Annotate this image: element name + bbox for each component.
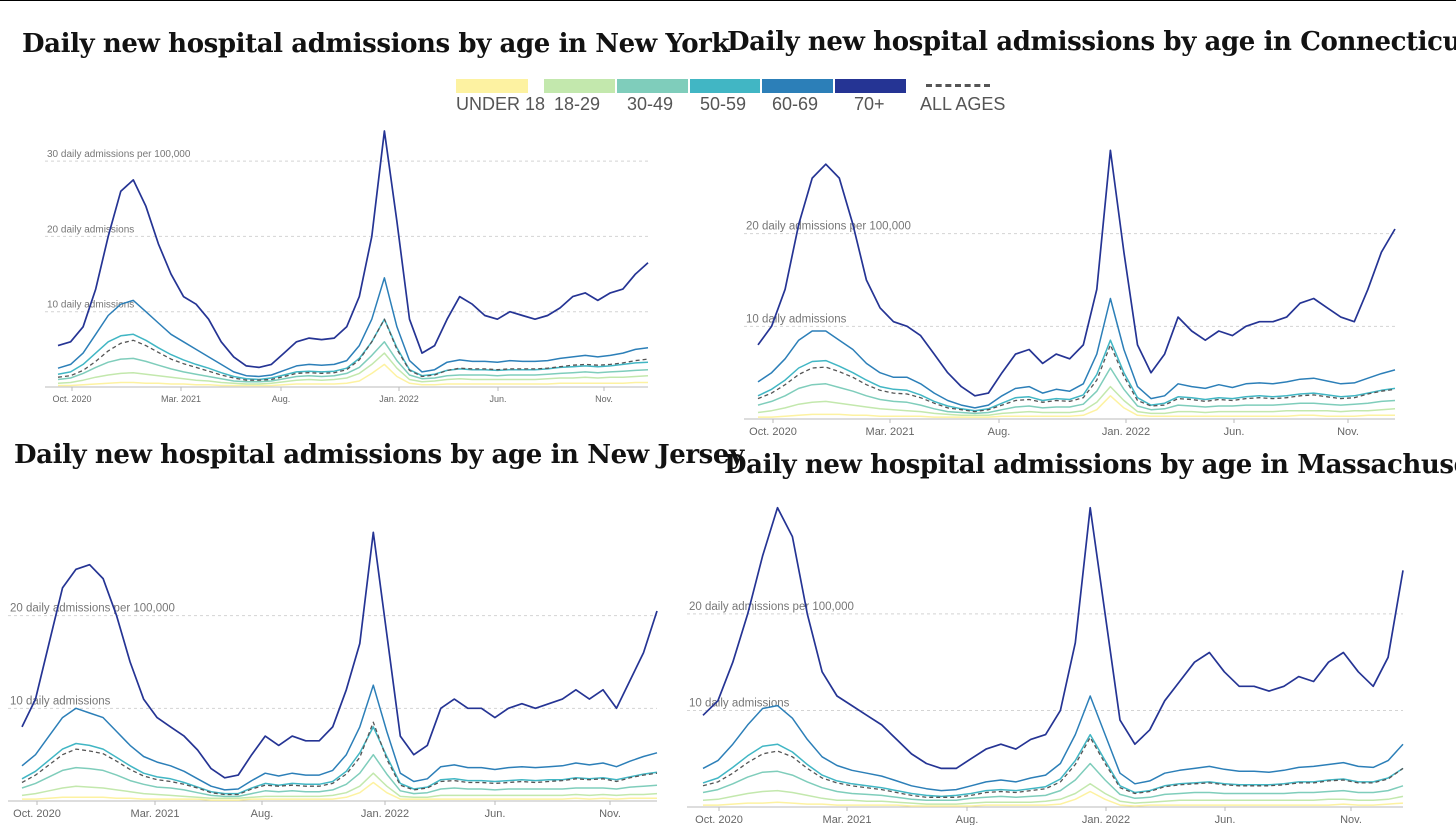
x-tick-label: Nov. (1340, 814, 1362, 825)
x-tick-label: Jan. 2022 (379, 394, 419, 404)
series-line-70 (702, 506, 1404, 770)
series-line-50-59 (57, 318, 649, 381)
x-tick-label: Jun. (1224, 426, 1245, 438)
x-tick-label: Jun. (485, 808, 506, 820)
series-line-under-18 (58, 363, 648, 387)
legend-swatch (762, 79, 833, 93)
x-tick-label: Aug. (251, 808, 274, 820)
legend-label: UNDER 18 (456, 94, 546, 114)
x-tick-label: Mar. 2021 (866, 426, 915, 438)
legend-swatch (544, 79, 615, 93)
x-tick-label: Oct. 2020 (52, 394, 91, 404)
x-tick-label: Mar. 2021 (131, 808, 180, 820)
gridline-label: 30 daily admissions per 100,000 (47, 149, 191, 160)
legend-label: 50-59 (700, 94, 747, 114)
x-tick-label: Oct. 2020 (13, 808, 61, 820)
x-tick-label: Jan. 2022 (1102, 426, 1150, 438)
chart-title: Daily new hospital admissions by age in … (22, 29, 730, 59)
legend-swatch (690, 79, 760, 93)
x-tick-label: Nov. (1337, 426, 1359, 438)
series-line-70 (21, 531, 658, 779)
series-line-18-29 (21, 772, 658, 799)
legend-swatch (456, 79, 528, 93)
chart-title: Daily new hospital admissions by age in … (14, 440, 744, 470)
series-line-under-18 (703, 790, 1404, 807)
x-tick-label: Jun. (1215, 814, 1236, 825)
series-line-50-59 (757, 339, 1396, 412)
gridline-label: 20 daily admissions per 100,000 (689, 601, 854, 613)
series-line-all-ages (21, 721, 658, 796)
gridline-label: 10 daily admissions (689, 697, 790, 709)
series-line-under-18 (22, 781, 657, 801)
series-line-all-ages (57, 318, 649, 381)
series-line-50-59 (702, 733, 1404, 798)
x-tick-label: Jan. 2022 (361, 808, 409, 820)
series-line-all-ages (757, 344, 1396, 413)
legend-dash-swatch (926, 84, 990, 87)
legend-label: 18-29 (554, 94, 601, 114)
chart-title: Daily new hospital admissions by age in … (724, 450, 1456, 480)
x-tick-label: Nov. (595, 394, 613, 404)
series-line-under-18 (758, 395, 1395, 418)
series-line-60-69 (702, 695, 1404, 792)
x-tick-label: Oct. 2020 (695, 814, 743, 825)
legend: UNDER 18 18-29 30-49 50-59 60-69 70+ ALL AGES (456, 79, 1016, 119)
legend-label: 70+ (854, 94, 885, 114)
legend-label: 30-49 (627, 94, 674, 114)
x-tick-label: Aug. (956, 814, 979, 825)
legend-swatch (835, 79, 906, 93)
gridline-label: 20 daily admissions per 100,000 (10, 603, 175, 615)
series-line-60-69 (57, 277, 649, 378)
chart-title: Daily new hospital admissions by age in … (727, 27, 1456, 57)
x-tick-label: Nov. (599, 808, 621, 820)
series-line-18-29 (757, 385, 1396, 417)
gridline-label: 10 daily admissions (746, 313, 847, 325)
legend-swatch (617, 79, 688, 93)
x-tick-label: Aug. (272, 394, 291, 404)
series-line-50-59 (21, 726, 658, 795)
series-line-30-49 (702, 762, 1404, 801)
series-line-30-49 (21, 753, 658, 798)
x-tick-label: Oct. 2020 (749, 426, 797, 438)
x-tick-label: Jun. (489, 394, 506, 404)
series-line-60-69 (21, 684, 658, 791)
series-line-30-49 (57, 341, 649, 383)
series-line-30-49 (757, 367, 1396, 415)
series-line-70 (57, 130, 649, 369)
legend-label: 60-69 (772, 94, 819, 114)
legend-label: ALL AGES (920, 94, 1006, 114)
gridline-label: 20 daily admissions per 100,000 (746, 221, 911, 233)
x-tick-label: Mar. 2021 (823, 814, 872, 825)
series-line-all-ages (702, 736, 1404, 798)
gridline-label: 20 daily admissions (47, 224, 134, 235)
x-tick-label: Aug. (988, 426, 1011, 438)
x-tick-label: Mar. 2021 (161, 394, 201, 404)
series-line-18-29 (702, 783, 1404, 805)
series-line-18-29 (57, 352, 649, 385)
x-tick-label: Jan. 2022 (1082, 814, 1130, 825)
series-line-60-69 (757, 297, 1396, 409)
series-line-70 (757, 149, 1396, 397)
